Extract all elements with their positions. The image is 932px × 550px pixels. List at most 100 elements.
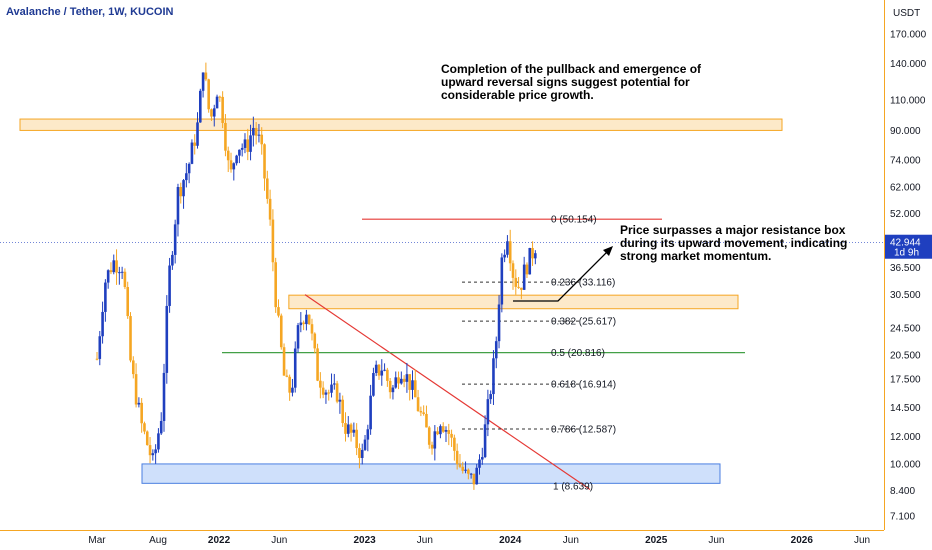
- current-price-label: 42.944: [890, 238, 921, 249]
- candle-body: [427, 427, 431, 445]
- y-tick-label: 62.000: [890, 182, 921, 193]
- candle-body: [349, 424, 353, 433]
- x-tick-label: 2025: [645, 535, 668, 546]
- candle-body: [455, 450, 459, 465]
- x-tick-label: Jun: [854, 535, 870, 546]
- candle-body: [288, 376, 291, 393]
- candle-body: [299, 322, 303, 326]
- countdown-label: 1d 9h: [894, 248, 919, 259]
- y-tick-label: 74.000: [890, 156, 921, 167]
- candle-body: [190, 142, 194, 164]
- symbol-title[interactable]: Avalanche / Tether, 1W, KUCOIN: [6, 6, 174, 18]
- annotation-pullback: Completion of the pullback and emergence…: [441, 62, 702, 102]
- candle-body: [252, 127, 255, 136]
- annotation-breakout: Price surpasses a major resistance box d…: [620, 223, 848, 263]
- y-tick-label: 110.000: [890, 95, 926, 106]
- candle-body: [257, 134, 261, 136]
- candle-body: [243, 139, 247, 148]
- candle-body: [422, 412, 425, 414]
- fib-level-label: 0.382 (25.617): [551, 317, 616, 328]
- y-tick-label: 24.500: [890, 323, 921, 334]
- candle-body: [453, 437, 456, 451]
- candle-body: [441, 426, 445, 432]
- candle-body: [316, 348, 319, 381]
- y-tick-label: 7.100: [890, 511, 915, 522]
- candle-body: [416, 397, 420, 412]
- candle-body: [129, 316, 132, 361]
- candle-body: [212, 108, 216, 117]
- x-tick-label: 2023: [354, 535, 377, 546]
- x-tick-label: Jun: [417, 535, 433, 546]
- descending-trendline: [304, 294, 591, 490]
- y-tick-label: 10.000: [890, 459, 921, 470]
- candle-body: [528, 247, 532, 275]
- candle-body: [232, 163, 236, 170]
- candle-body: [159, 420, 163, 434]
- y-tick-label: 17.500: [890, 374, 921, 385]
- candle-body: [246, 139, 250, 152]
- candle-body: [305, 314, 308, 325]
- candle-body: [296, 325, 300, 349]
- candle-body: [341, 399, 344, 424]
- candle-body: [380, 370, 384, 376]
- candle-body: [215, 96, 219, 109]
- candle-body: [123, 271, 127, 288]
- candle-body: [207, 79, 210, 110]
- candle-body: [372, 373, 375, 396]
- candle-body: [458, 464, 462, 467]
- candle-body: [285, 375, 289, 377]
- candle-body: [360, 449, 364, 458]
- candle-body: [171, 254, 174, 266]
- candle-body: [335, 383, 339, 402]
- candle-body: [469, 473, 473, 475]
- candle-body: [391, 387, 395, 393]
- candle-body: [131, 360, 135, 375]
- fib-level-label: 0.236 (33.116): [551, 278, 615, 289]
- candle-body: [419, 411, 423, 413]
- candle-body: [151, 453, 155, 456]
- fib-level-label: 1 (8.639): [553, 482, 593, 493]
- candle-body: [497, 304, 501, 342]
- candle-body: [386, 369, 389, 381]
- candle-body: [104, 282, 107, 312]
- fib-level-label: 0.786 (12.587): [551, 425, 616, 436]
- candle-body: [137, 402, 141, 405]
- candle-body: [383, 369, 386, 371]
- candle-body: [358, 448, 361, 458]
- y-tick-label: 20.500: [890, 350, 921, 361]
- candle-body: [168, 265, 171, 306]
- candle-body: [224, 122, 227, 151]
- candle-body: [274, 262, 277, 308]
- candle-body: [355, 429, 358, 449]
- candle-body: [193, 142, 197, 146]
- candle-body: [494, 341, 498, 359]
- candle-body: [118, 272, 121, 274]
- currency-label[interactable]: USDT: [893, 8, 921, 19]
- y-tick-label: 36.500: [890, 263, 921, 274]
- candle-body: [478, 459, 481, 468]
- candle-body: [503, 254, 506, 258]
- candle-body: [425, 413, 428, 428]
- candle-body: [277, 307, 280, 316]
- candle-body: [500, 257, 504, 305]
- candle-body: [333, 383, 336, 385]
- candle-body: [352, 429, 356, 433]
- candle-body: [293, 348, 297, 388]
- candle-body: [344, 423, 347, 434]
- candle-body: [307, 314, 311, 325]
- candle-body: [187, 163, 191, 174]
- candle-body: [279, 315, 283, 348]
- candle-body: [408, 374, 412, 390]
- candle-body: [486, 399, 490, 425]
- x-tick-label: Mar: [88, 535, 106, 546]
- candle-body: [109, 270, 113, 273]
- candle-body: [154, 449, 157, 454]
- candle-body: [405, 374, 409, 382]
- candle-body: [475, 467, 479, 485]
- candle-body: [327, 392, 331, 394]
- candle-body: [235, 155, 238, 164]
- y-tick-label: 30.500: [890, 290, 921, 301]
- candle-body: [388, 380, 392, 393]
- candle-body: [143, 423, 146, 432]
